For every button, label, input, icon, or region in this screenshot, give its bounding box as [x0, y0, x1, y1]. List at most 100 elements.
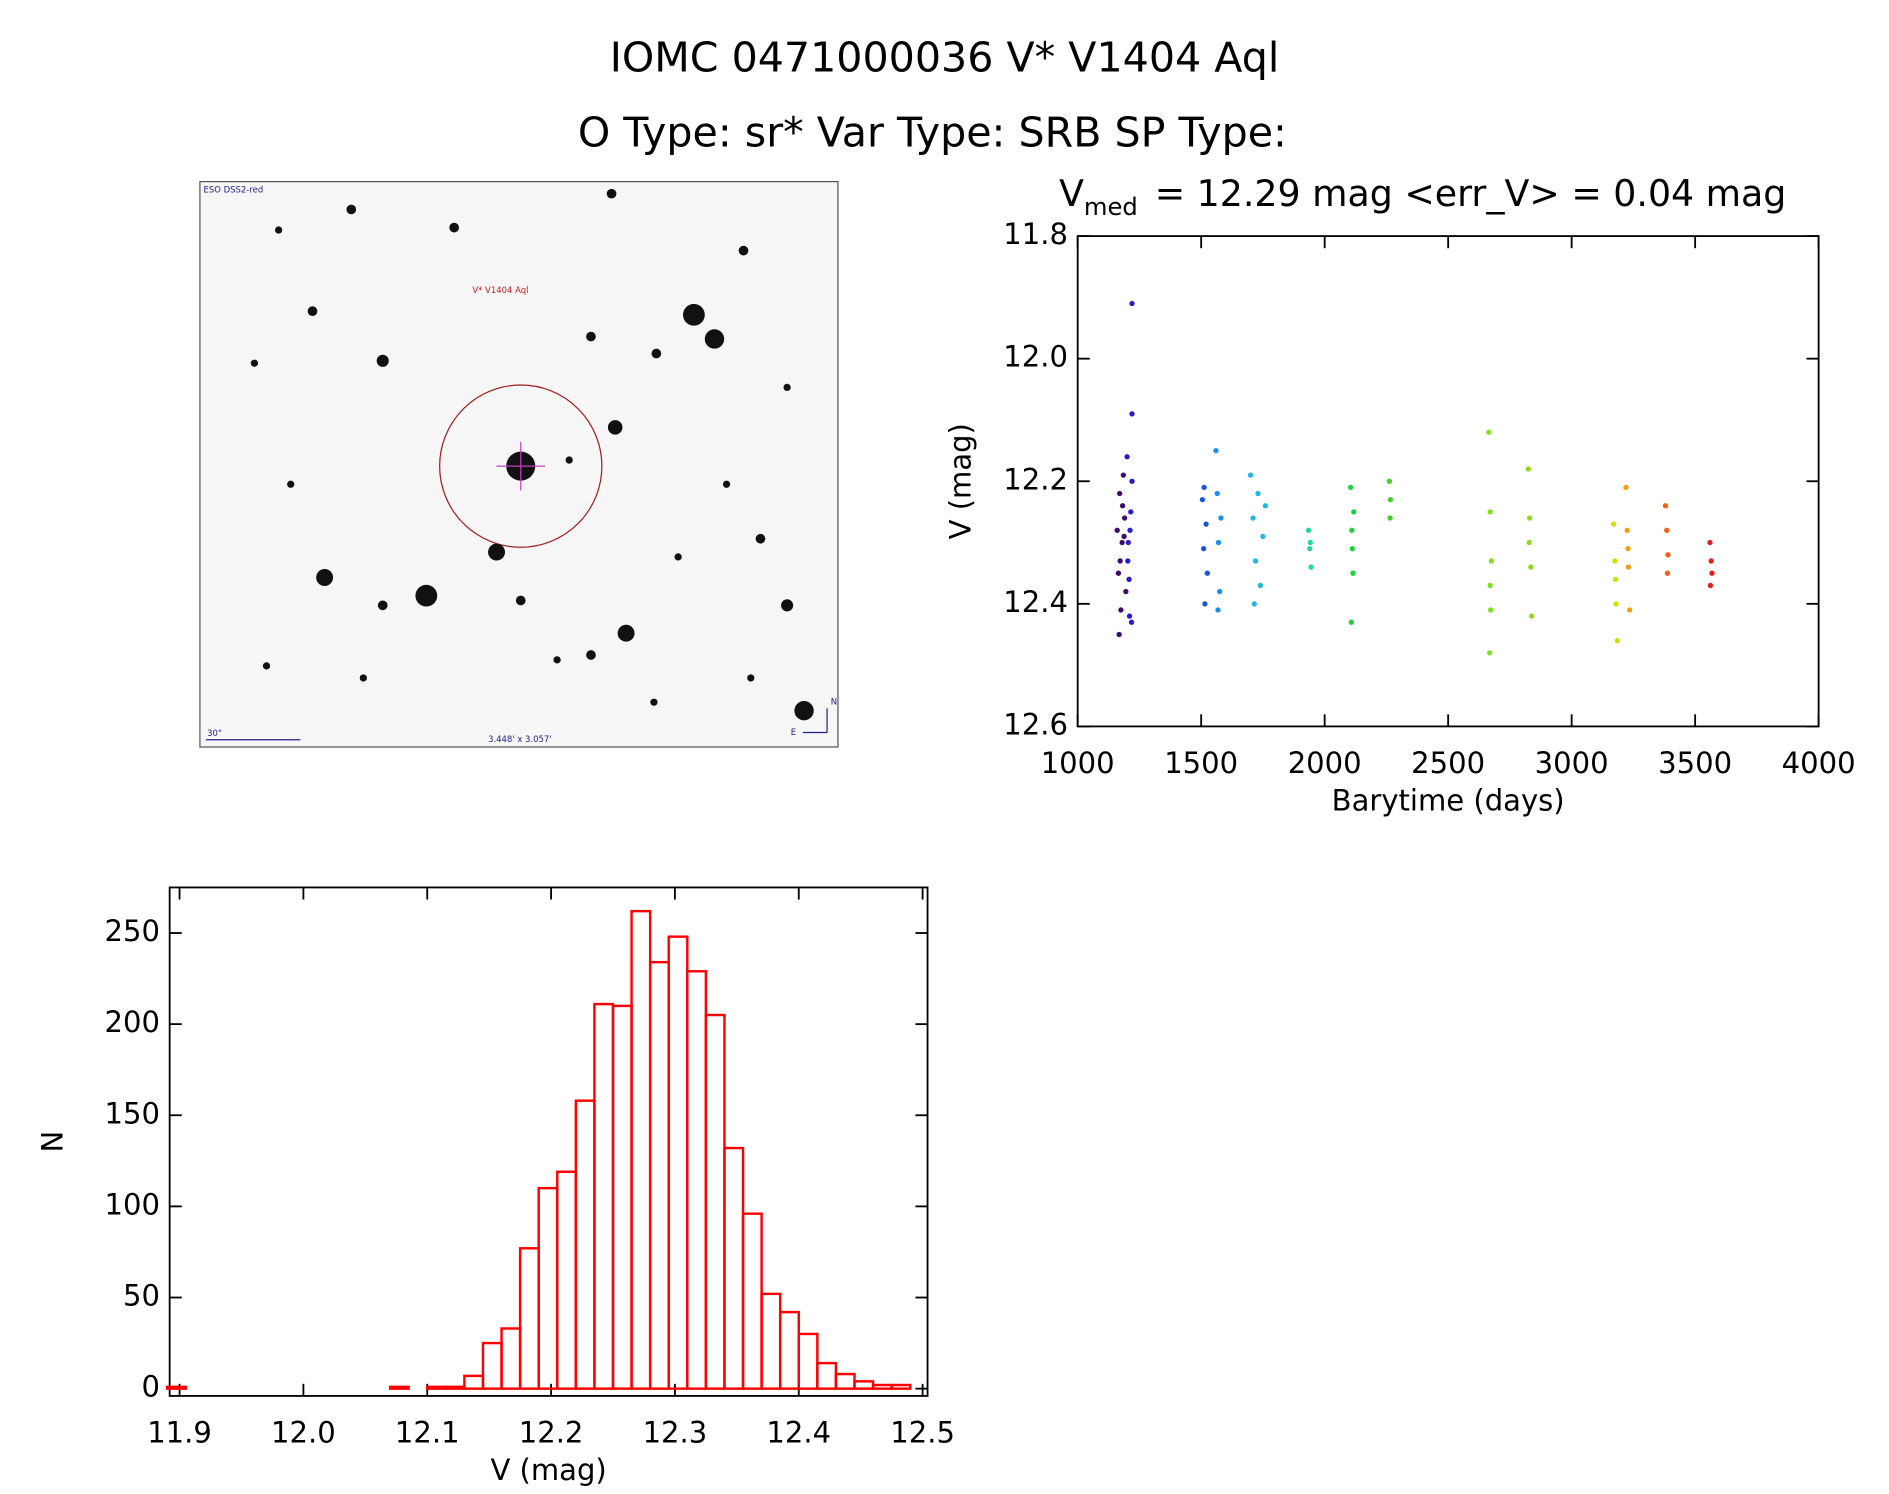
page-subtitle: O Type: sr* Var Type: SRB SP Type:	[578, 109, 1287, 157]
data-point	[1308, 564, 1314, 570]
data-point	[1124, 454, 1130, 460]
data-point	[1202, 601, 1208, 607]
data-point	[1119, 503, 1126, 509]
star	[606, 188, 617, 199]
scale-label: 30"	[207, 728, 222, 738]
star	[346, 204, 357, 215]
y-tick-label: 50	[123, 1279, 160, 1313]
y-tick-label: 200	[105, 1005, 160, 1039]
target-cross	[496, 441, 545, 491]
data-point	[1120, 472, 1127, 478]
histogram-bar	[686, 970, 708, 1390]
data-point	[1623, 484, 1629, 491]
y-axis-label: V (mag)	[944, 423, 978, 539]
data-point	[1123, 588, 1129, 595]
histogram-bar	[444, 1385, 466, 1390]
histogram-bar	[778, 1310, 800, 1390]
data-point	[1612, 558, 1618, 564]
y-tick-label: 12.0	[1003, 340, 1068, 374]
fov-label: 3.448' x 3.057'	[488, 734, 552, 744]
star	[359, 674, 367, 682]
star	[415, 584, 438, 607]
data-point	[1487, 607, 1494, 613]
histogram-bar	[741, 1212, 763, 1390]
data-point	[1252, 558, 1259, 564]
histogram-bar	[593, 1002, 615, 1390]
x-tick-label: 12.0	[271, 1416, 336, 1450]
x-tick-label: 11.9	[147, 1416, 212, 1450]
plot-frame	[1076, 235, 1820, 728]
y-tick-label: 12.4	[1003, 585, 1068, 619]
y-tick-label: 11.8	[1003, 217, 1068, 251]
data-point	[1707, 582, 1714, 589]
data-point	[1664, 527, 1670, 533]
data-point	[1709, 570, 1715, 576]
data-point	[1625, 546, 1631, 552]
data-point	[1349, 546, 1355, 552]
data-point	[1200, 546, 1207, 552]
histogram-bar	[426, 1385, 448, 1390]
data-point	[1526, 539, 1532, 546]
data-point	[1613, 601, 1619, 607]
compass-north: N	[831, 697, 837, 707]
star	[287, 480, 295, 488]
data-point	[1708, 558, 1714, 564]
histogram-bar	[463, 1374, 485, 1390]
data-point	[1612, 576, 1619, 582]
star	[650, 698, 658, 706]
star	[586, 331, 596, 342]
data-point	[1215, 607, 1221, 613]
data-point	[1129, 411, 1135, 417]
histogram-bar	[853, 1380, 875, 1390]
page-title: IOMC 0471000036 V* V1404 Aql	[610, 34, 1280, 82]
star	[722, 480, 731, 488]
data-point	[1262, 503, 1269, 509]
star	[682, 303, 705, 326]
histogram-bar	[500, 1327, 522, 1390]
data-point	[1247, 472, 1254, 478]
data-point	[1526, 515, 1533, 521]
data-point	[1129, 300, 1135, 307]
histogram-bar	[797, 1332, 819, 1390]
data-point	[1487, 509, 1493, 515]
y-tick-label: 150	[105, 1096, 160, 1130]
y-axis-label: N	[36, 1131, 70, 1153]
star	[617, 624, 635, 642]
data-point	[1525, 466, 1532, 472]
data-point	[1307, 546, 1313, 552]
histogram-bar	[704, 1013, 726, 1390]
star	[250, 359, 259, 367]
data-point	[1250, 515, 1256, 521]
data-point	[1126, 576, 1132, 582]
data-point	[1347, 484, 1354, 491]
histogram-bar	[630, 909, 652, 1390]
data-point	[1125, 558, 1131, 564]
target-circle	[439, 384, 603, 548]
title-part: V	[1059, 172, 1084, 215]
star	[747, 674, 755, 682]
survey-label: ESO DSS2-red	[204, 185, 264, 195]
histogram-bar	[648, 960, 670, 1390]
star	[376, 354, 389, 367]
data-point	[1126, 613, 1133, 619]
star	[783, 383, 791, 392]
target-label: V* V1404 Aql	[472, 285, 528, 295]
x-tick-label: 2500	[1411, 746, 1485, 780]
histogram-bar	[760, 1292, 782, 1390]
star	[274, 226, 283, 234]
data-point	[1121, 515, 1128, 521]
histogram-bar	[481, 1341, 503, 1390]
y-tick-label: 12.2	[1003, 462, 1068, 496]
x-tick-label: 4000	[1782, 746, 1856, 780]
histogram-bar	[611, 1004, 633, 1390]
histogram-bar	[537, 1186, 559, 1390]
data-point	[1117, 490, 1123, 497]
data-point	[1218, 515, 1224, 521]
data-point	[1118, 607, 1124, 613]
data-point	[1117, 558, 1123, 564]
x-tick-label: 12.2	[519, 1416, 584, 1450]
star	[515, 595, 526, 606]
data-point	[1350, 570, 1356, 576]
y-tick-label: 250	[105, 914, 160, 948]
